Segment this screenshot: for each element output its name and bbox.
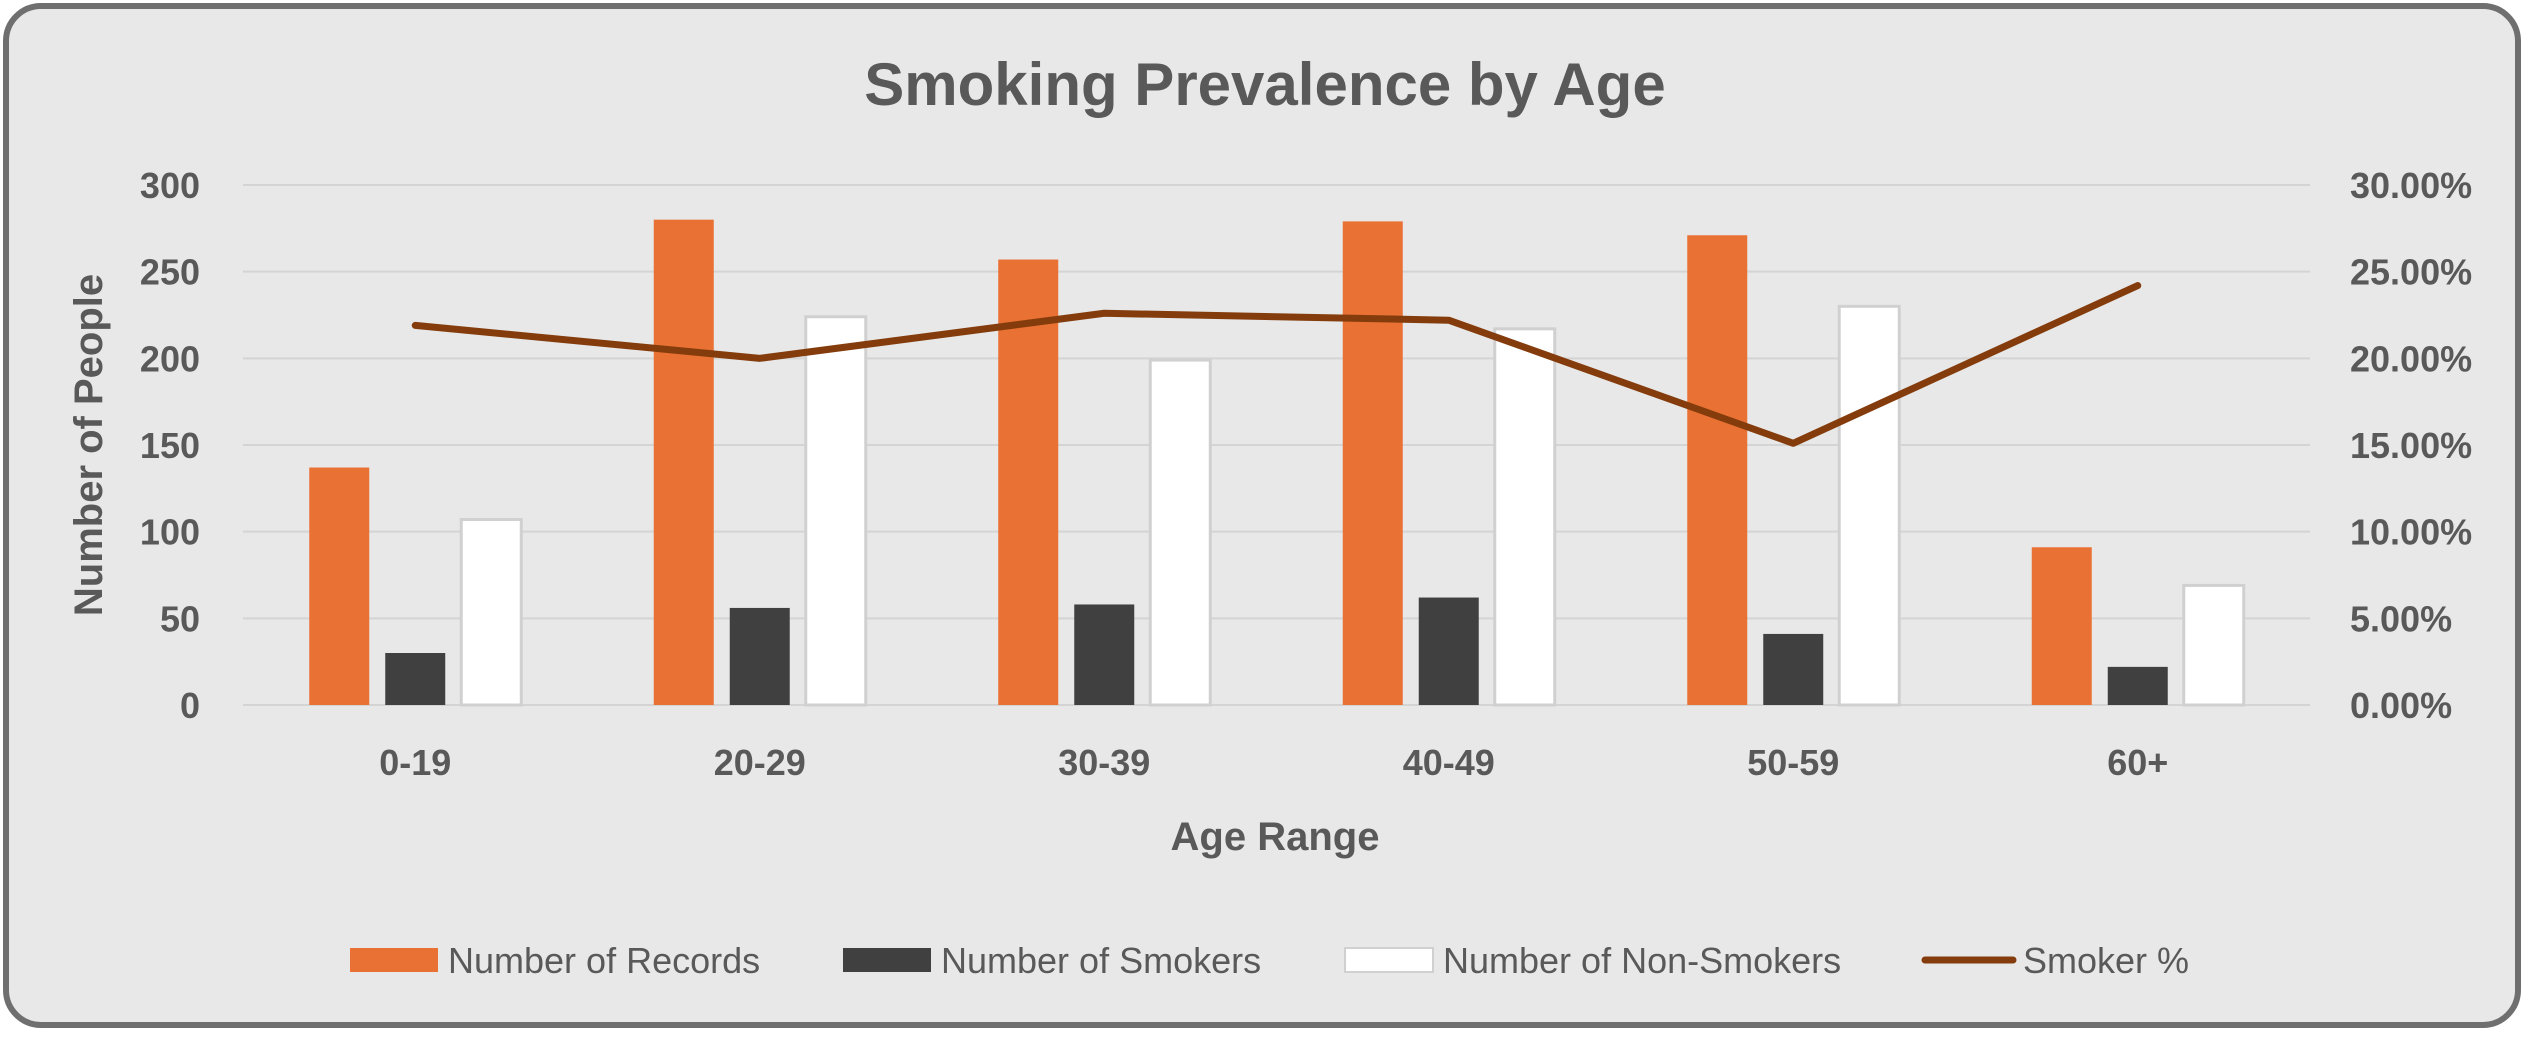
y-tick-label: 0 — [180, 685, 200, 726]
bar-number-of-smokers — [1763, 633, 1824, 705]
y2-tick-label: 20.00% — [2350, 338, 2472, 379]
bar-number-of-records — [309, 467, 370, 705]
y2-tick-label: 25.00% — [2350, 252, 2472, 293]
y-tick-label: 250 — [140, 252, 200, 293]
bar-number-of-non-smokers — [1493, 327, 1557, 707]
chart-title: Smoking Prevalence by Age — [864, 51, 1665, 118]
chart-frame — [3, 3, 2521, 1028]
bars — [309, 219, 2246, 707]
x-tick-label: 20-29 — [714, 742, 806, 783]
y2-tick-label: 30.00% — [2350, 165, 2472, 206]
x-tick-label: 40-49 — [1403, 742, 1495, 783]
x-axis-ticks: 0-19 20-29 30-39 40-49 50-59 60+ — [379, 742, 2168, 783]
x-tick-label: 30-39 — [1058, 742, 1150, 783]
y2-tick-label: 10.00% — [2350, 512, 2472, 553]
bar-number-of-records — [998, 259, 1059, 705]
bar-number-of-smokers — [1418, 597, 1479, 705]
y2-tick-label: 0.00% — [2350, 685, 2452, 726]
legend-swatch — [350, 948, 438, 972]
y2-tick-label: 15.00% — [2350, 425, 2472, 466]
legend-label: Smoker % — [2023, 940, 2189, 981]
bar-number-of-records — [653, 219, 714, 705]
legend-label: Number of Non-Smokers — [1443, 940, 1841, 981]
x-tick-label: 0-19 — [379, 742, 451, 783]
bar-number-of-records — [1687, 235, 1748, 705]
bar-number-of-smokers — [385, 653, 446, 705]
bar-number-of-smokers — [729, 607, 790, 705]
bar-number-of-smokers — [1074, 604, 1135, 705]
y2-tick-label: 5.00% — [2350, 598, 2452, 639]
smoker-pct-line — [411, 282, 2142, 447]
y-tick-label: 300 — [140, 165, 200, 206]
y-tick-label: 50 — [160, 598, 200, 639]
y-axis-ticks: 0 50 100 150 200 250 300 — [140, 165, 200, 726]
x-tick-label: 50-59 — [1747, 742, 1839, 783]
legend-swatch — [843, 948, 931, 972]
bar-number-of-records — [2031, 547, 2092, 705]
y-axis-title: Number of People — [67, 274, 111, 616]
legend-swatch — [1344, 947, 1434, 973]
bar-number-of-non-smokers — [1148, 358, 1212, 707]
y-tick-label: 150 — [140, 425, 200, 466]
legend-label: Number of Smokers — [941, 940, 1261, 981]
legend-label: Number of Records — [448, 940, 760, 981]
bar-number-of-non-smokers — [1837, 304, 1901, 707]
bar-number-of-non-smokers — [804, 315, 868, 707]
y2-axis-ticks: 0.00% 5.00% 10.00% 15.00% 20.00% 25.00% 30.00% — [2350, 165, 2472, 726]
gridlines — [243, 184, 2310, 706]
bar-number-of-smokers — [2107, 666, 2168, 705]
y-tick-label: 200 — [140, 338, 200, 379]
x-axis-title: Age Range — [1171, 815, 1380, 859]
bar-number-of-records — [1342, 221, 1403, 705]
smoker-pct-line-layer — [411, 282, 2142, 447]
x-tick-label: 60+ — [2107, 742, 2168, 783]
y-tick-label: 100 — [140, 512, 200, 553]
bar-number-of-non-smokers — [2182, 583, 2246, 707]
bar-number-of-non-smokers — [459, 518, 523, 707]
legend: Number of Records Number of Smokers Number… — [350, 940, 2189, 981]
